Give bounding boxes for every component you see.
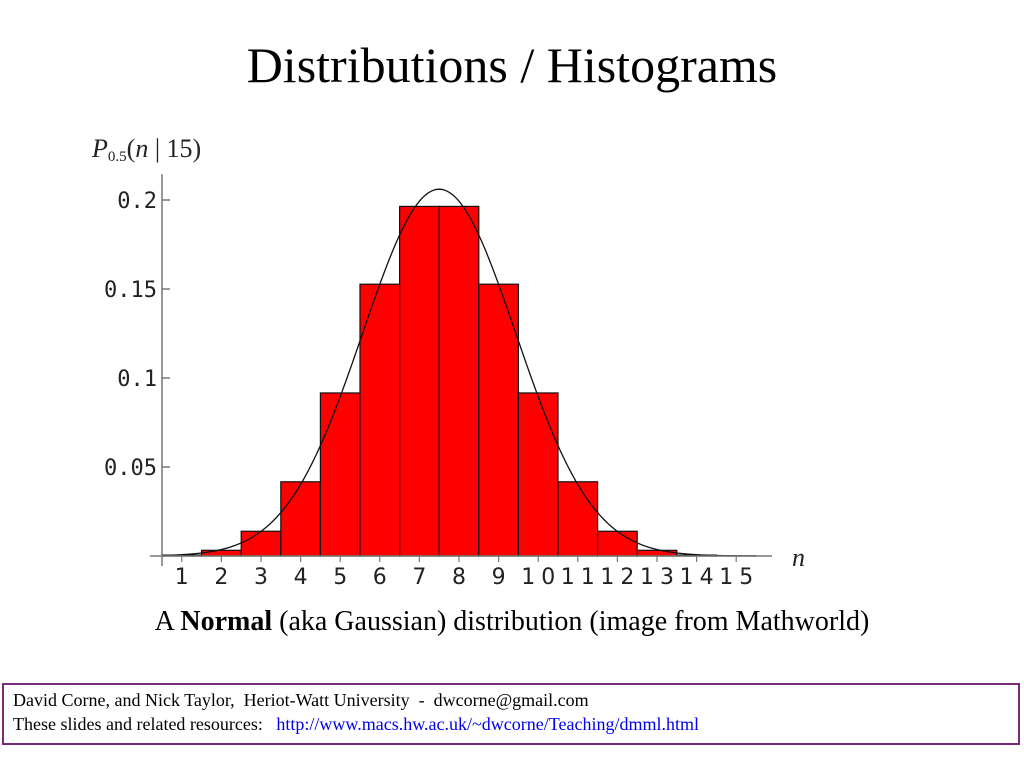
- slide-title: Distributions / Histograms: [246, 37, 778, 93]
- footer-resources-link[interactable]: http://www.macs.hw.ac.uk/~dwcorne/Teachi…: [276, 714, 699, 734]
- caption: A Normal (aka Gaussian) distribution (im…: [0, 604, 1024, 640]
- footer-resources-label: These slides and related resources:: [13, 714, 263, 734]
- x-tick-label: 8: [452, 565, 466, 590]
- y-axis-title-open: (: [127, 134, 136, 163]
- histogram-bar: [517, 392, 559, 557]
- x-ticks-group: 1 2 3 4 5 6 7 8 9 10 11 12 13 14 15: [175, 556, 753, 590]
- x-tick-label: 5: [333, 565, 347, 590]
- x-axis-title: n: [792, 543, 805, 572]
- x-tick-label: 2: [214, 565, 228, 590]
- normal-curve: [161, 188, 757, 557]
- histogram-bar: [636, 549, 678, 557]
- histogram-bar: [240, 530, 282, 557]
- x-tick-label: 1: [175, 565, 189, 590]
- histogram-bar: [399, 205, 440, 557]
- footer-line1: David Corne, and Nick Taylor, Heriot-Wat…: [13, 690, 589, 710]
- y-axis-title-p: P: [91, 134, 108, 163]
- caption-suffix: (aka Gaussian) distribution (image from …: [272, 606, 870, 637]
- y-axis-title-rest: | 15): [148, 134, 201, 163]
- y-axis-title-sub: 0.5: [108, 149, 127, 165]
- bars-group: [161, 205, 757, 557]
- x-tick-label: 12: [600, 565, 634, 590]
- x-tick-label: 10: [521, 565, 555, 590]
- y-tick-label: 0.1: [117, 367, 157, 392]
- footer-line2: These slides and related resources: http…: [13, 712, 1018, 736]
- x-tick-label: 15: [719, 565, 753, 590]
- histogram-bar: [557, 481, 599, 557]
- y-ticks-group: 0.05 0.1 0.15 0.2: [104, 189, 170, 481]
- y-tick-label: 0.15: [104, 278, 157, 303]
- caption-prefix: A: [154, 606, 181, 637]
- y-tick-label: 0.2: [117, 189, 157, 214]
- histogram-bar: [201, 549, 242, 557]
- chart-svg: P0.5(n | 15) 0.050.10.150.2 1 2 3 4 5 6 7 8 9 10 1…: [91, 134, 805, 590]
- x-tick-label: 4: [294, 565, 308, 590]
- y-axis-title: P0.5(n | 15): [91, 134, 201, 165]
- histogram-bar: [319, 392, 361, 557]
- x-tick-label: 9: [492, 565, 506, 590]
- histogram-chart: P0.5(n | 15) 0.05 0.1 0.15 0.2 1 2 3 4 5 6 7 8 9 10 1…: [91, 134, 805, 590]
- caption-bold: Normal: [180, 606, 273, 637]
- x-tick-label: 7: [412, 565, 426, 590]
- histogram-bar: [596, 530, 638, 557]
- x-tick-label: 13: [640, 565, 674, 590]
- y-tick-label: 0.05: [104, 456, 157, 481]
- x-tick-label: 14: [680, 565, 714, 590]
- y-axis-title-n: n: [135, 134, 148, 163]
- x-tick-label: 3: [254, 565, 268, 590]
- histogram-bar: [438, 205, 480, 557]
- x-tick-label: 6: [373, 565, 387, 590]
- footer-box: David Corne, and Nick Taylor, Heriot-Wat…: [2, 683, 1020, 745]
- histogram-bar: [280, 481, 321, 557]
- x-tick-label: 11: [561, 565, 595, 590]
- histogram-bar: [359, 283, 401, 557]
